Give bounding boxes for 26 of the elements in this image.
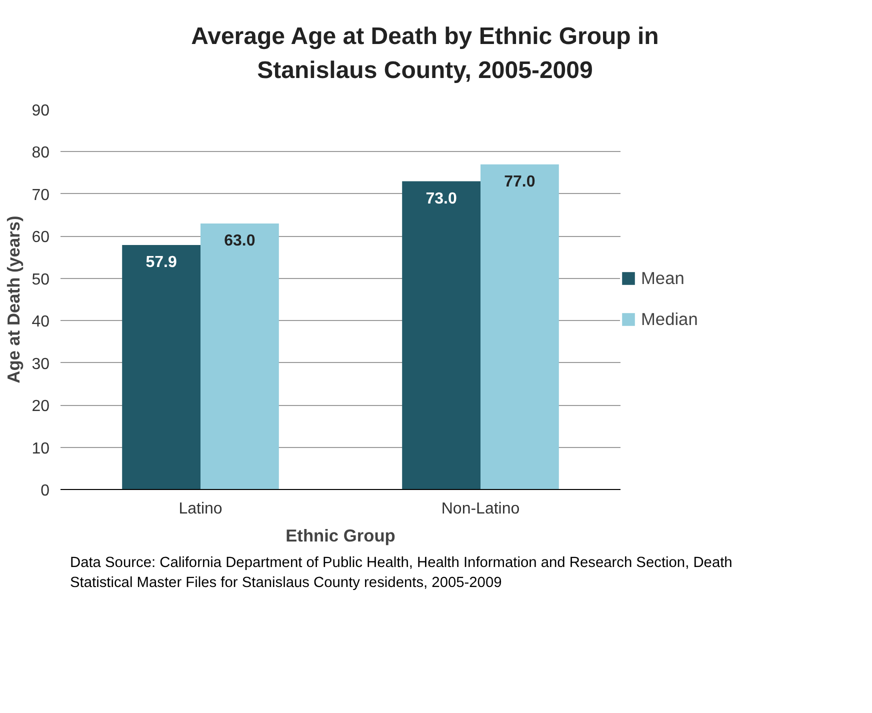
legend-label: Mean bbox=[641, 268, 686, 289]
y-tick-label: 80 bbox=[32, 144, 50, 162]
x-axis-title: Ethnic Group bbox=[286, 525, 396, 546]
y-tick-label: 20 bbox=[32, 398, 50, 415]
y-tick-label: 40 bbox=[32, 313, 50, 330]
bar bbox=[402, 180, 480, 490]
bar bbox=[122, 244, 200, 490]
chart-title: Average Age at Death by Ethnic Group in Stanislaus County, 2005-2009 bbox=[191, 22, 659, 86]
bar bbox=[200, 223, 279, 490]
legend-label: Median bbox=[641, 308, 699, 330]
y-axis-title: Age at Death (years) bbox=[4, 215, 24, 383]
x-tick-label: Latino bbox=[178, 500, 222, 518]
y-tick-label: 30 bbox=[32, 355, 50, 372]
data-label: 77.0 bbox=[504, 172, 536, 190]
data-label: 73.0 bbox=[426, 190, 457, 207]
data-label: 63.0 bbox=[224, 232, 256, 250]
y-tick-label: 50 bbox=[32, 270, 50, 288]
y-tick-label: 10 bbox=[32, 440, 50, 457]
y-tick-label: 70 bbox=[32, 186, 50, 204]
source-note: Data Source: California Department of Public Health, Health Information and Research Section, Death Statistical Master Files for Stanislaus County residents, 2005-2009 bbox=[70, 554, 734, 594]
y-tick-label: 0 bbox=[40, 482, 50, 500]
data-label: 57.9 bbox=[146, 254, 177, 271]
x-tick-label: Non-Latino bbox=[441, 500, 520, 518]
bar bbox=[480, 164, 559, 490]
y-tick-label: 90 bbox=[32, 102, 50, 120]
y-tick-label: 60 bbox=[32, 228, 50, 246]
